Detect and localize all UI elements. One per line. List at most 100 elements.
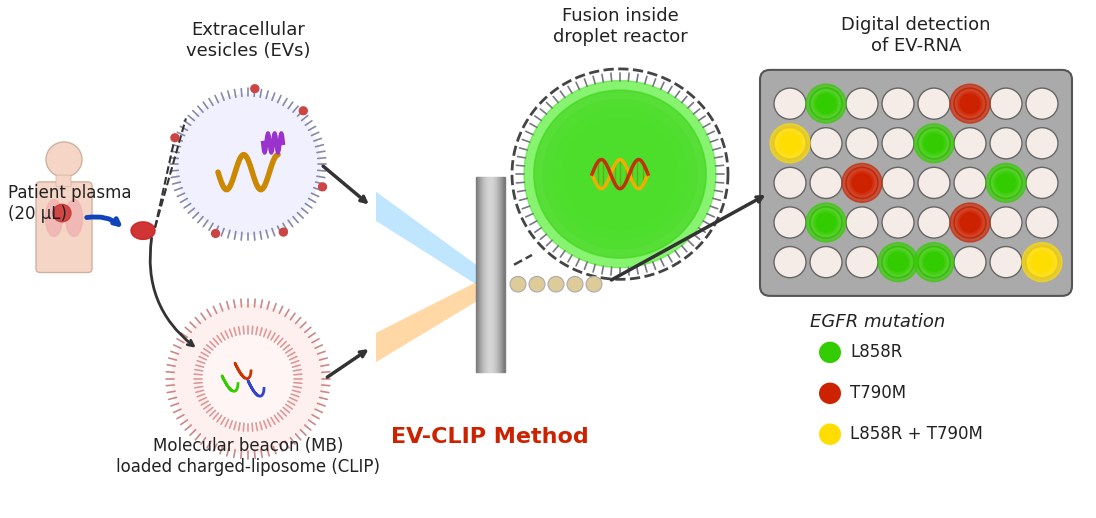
Circle shape <box>960 213 980 232</box>
Text: Patient plasma
(20 μL): Patient plasma (20 μL) <box>8 184 132 223</box>
Circle shape <box>567 277 583 292</box>
Circle shape <box>924 252 944 272</box>
Circle shape <box>817 94 836 113</box>
Circle shape <box>817 213 836 232</box>
Circle shape <box>774 247 806 278</box>
Circle shape <box>882 167 914 198</box>
Circle shape <box>914 124 954 163</box>
Circle shape <box>199 332 296 425</box>
Circle shape <box>962 96 978 111</box>
Circle shape <box>922 250 946 274</box>
Circle shape <box>886 250 910 274</box>
Circle shape <box>960 94 980 113</box>
Circle shape <box>810 128 842 159</box>
Ellipse shape <box>66 199 82 237</box>
Circle shape <box>894 258 902 266</box>
Circle shape <box>529 277 545 292</box>
Circle shape <box>774 167 806 198</box>
Circle shape <box>299 107 307 114</box>
Circle shape <box>914 242 954 282</box>
Circle shape <box>954 167 986 198</box>
Text: T790M: T790M <box>850 384 906 402</box>
Circle shape <box>926 136 941 151</box>
Circle shape <box>810 247 842 278</box>
Circle shape <box>922 132 946 155</box>
Circle shape <box>1026 247 1058 278</box>
Text: EGFR mutation: EGFR mutation <box>810 313 945 332</box>
Circle shape <box>774 128 806 159</box>
Circle shape <box>996 173 1016 193</box>
Circle shape <box>931 139 938 147</box>
Circle shape <box>572 127 667 221</box>
Circle shape <box>990 247 1021 278</box>
Circle shape <box>846 128 878 159</box>
Circle shape <box>954 128 986 159</box>
Circle shape <box>582 137 659 211</box>
Circle shape <box>958 211 982 234</box>
Circle shape <box>918 207 950 238</box>
Circle shape <box>822 219 830 226</box>
Ellipse shape <box>46 199 62 237</box>
Circle shape <box>524 81 716 268</box>
Circle shape <box>53 204 71 222</box>
Circle shape <box>950 203 990 242</box>
Circle shape <box>610 165 629 183</box>
Circle shape <box>534 90 706 258</box>
Circle shape <box>918 167 950 198</box>
Circle shape <box>786 139 794 147</box>
Text: L858R: L858R <box>850 343 902 362</box>
Circle shape <box>990 167 1021 198</box>
Circle shape <box>954 207 986 238</box>
Polygon shape <box>132 222 155 239</box>
Circle shape <box>1021 242 1062 282</box>
Circle shape <box>774 128 806 159</box>
Text: EV-CLIP Method: EV-CLIP Method <box>391 427 589 447</box>
Circle shape <box>806 84 846 123</box>
Circle shape <box>1038 258 1046 266</box>
Text: Digital detection
of EV-RNA: Digital detection of EV-RNA <box>842 17 991 55</box>
Circle shape <box>954 247 986 278</box>
Circle shape <box>819 383 841 404</box>
Circle shape <box>954 88 986 119</box>
Text: Fusion inside
droplet reactor: Fusion inside droplet reactor <box>552 7 687 46</box>
Circle shape <box>882 247 914 278</box>
Circle shape <box>950 84 990 123</box>
Text: Extracellular
vesicles (EVs): Extracellular vesicles (EVs) <box>185 21 310 60</box>
Circle shape <box>279 228 287 236</box>
Circle shape <box>814 211 838 234</box>
Circle shape <box>990 167 1021 198</box>
Circle shape <box>806 203 846 242</box>
Circle shape <box>810 207 842 238</box>
Text: L858R + T790M: L858R + T790M <box>850 425 983 443</box>
Circle shape <box>882 128 914 159</box>
Circle shape <box>890 254 906 270</box>
Polygon shape <box>376 282 476 362</box>
Circle shape <box>986 163 1026 203</box>
Circle shape <box>846 88 878 119</box>
Circle shape <box>994 171 1018 195</box>
Circle shape <box>882 88 914 119</box>
Circle shape <box>818 96 834 111</box>
Circle shape <box>822 100 830 108</box>
Circle shape <box>548 277 564 292</box>
Circle shape <box>918 88 950 119</box>
Circle shape <box>846 167 878 198</box>
Circle shape <box>510 277 526 292</box>
Text: Molecular beacon (MB)
loaded charged-liposome (CLIP): Molecular beacon (MB) loaded charged-lip… <box>116 437 380 476</box>
Circle shape <box>818 215 834 231</box>
Circle shape <box>1026 88 1058 119</box>
Circle shape <box>846 247 878 278</box>
Circle shape <box>544 99 697 249</box>
Circle shape <box>882 207 914 238</box>
Circle shape <box>774 207 806 238</box>
Circle shape <box>1030 250 1054 274</box>
Circle shape <box>878 242 918 282</box>
FancyBboxPatch shape <box>56 175 71 187</box>
Circle shape <box>814 92 838 116</box>
Circle shape <box>954 88 986 119</box>
Circle shape <box>918 247 950 278</box>
Circle shape <box>931 258 938 266</box>
Circle shape <box>954 207 986 238</box>
Circle shape <box>778 132 802 155</box>
Circle shape <box>819 342 841 363</box>
